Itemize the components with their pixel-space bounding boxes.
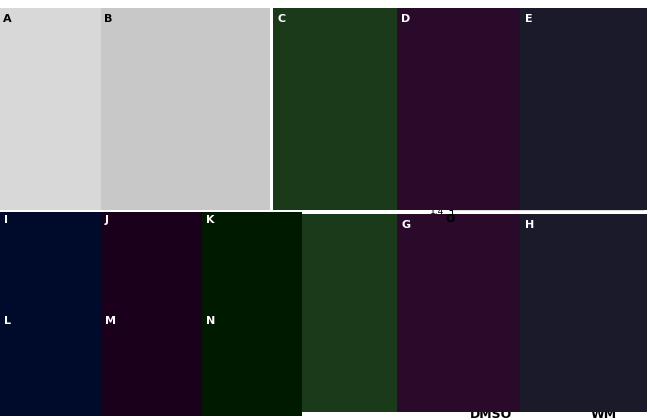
- Text: F: F: [278, 220, 285, 230]
- Text: O: O: [445, 214, 454, 224]
- Text: D: D: [402, 14, 411, 24]
- Y-axis label: Membrane / Cytosolic Ratio: Membrane / Cytosolic Ratio: [415, 244, 424, 369]
- Text: *: *: [601, 277, 606, 287]
- Text: G: G: [402, 220, 411, 230]
- Text: M: M: [105, 316, 116, 326]
- Text: C: C: [278, 14, 286, 24]
- Title: VPS41-GFP: VPS41-GFP: [521, 198, 575, 208]
- Text: N: N: [205, 316, 214, 326]
- Text: H: H: [525, 220, 534, 230]
- Bar: [573, 300, 635, 403]
- Bar: [460, 239, 523, 403]
- Text: K: K: [205, 215, 214, 225]
- Text: J: J: [105, 215, 109, 225]
- Text: E: E: [525, 14, 533, 24]
- Text: A: A: [3, 14, 12, 24]
- Text: L: L: [4, 316, 11, 326]
- Text: I: I: [4, 215, 8, 225]
- Text: B: B: [104, 14, 112, 24]
